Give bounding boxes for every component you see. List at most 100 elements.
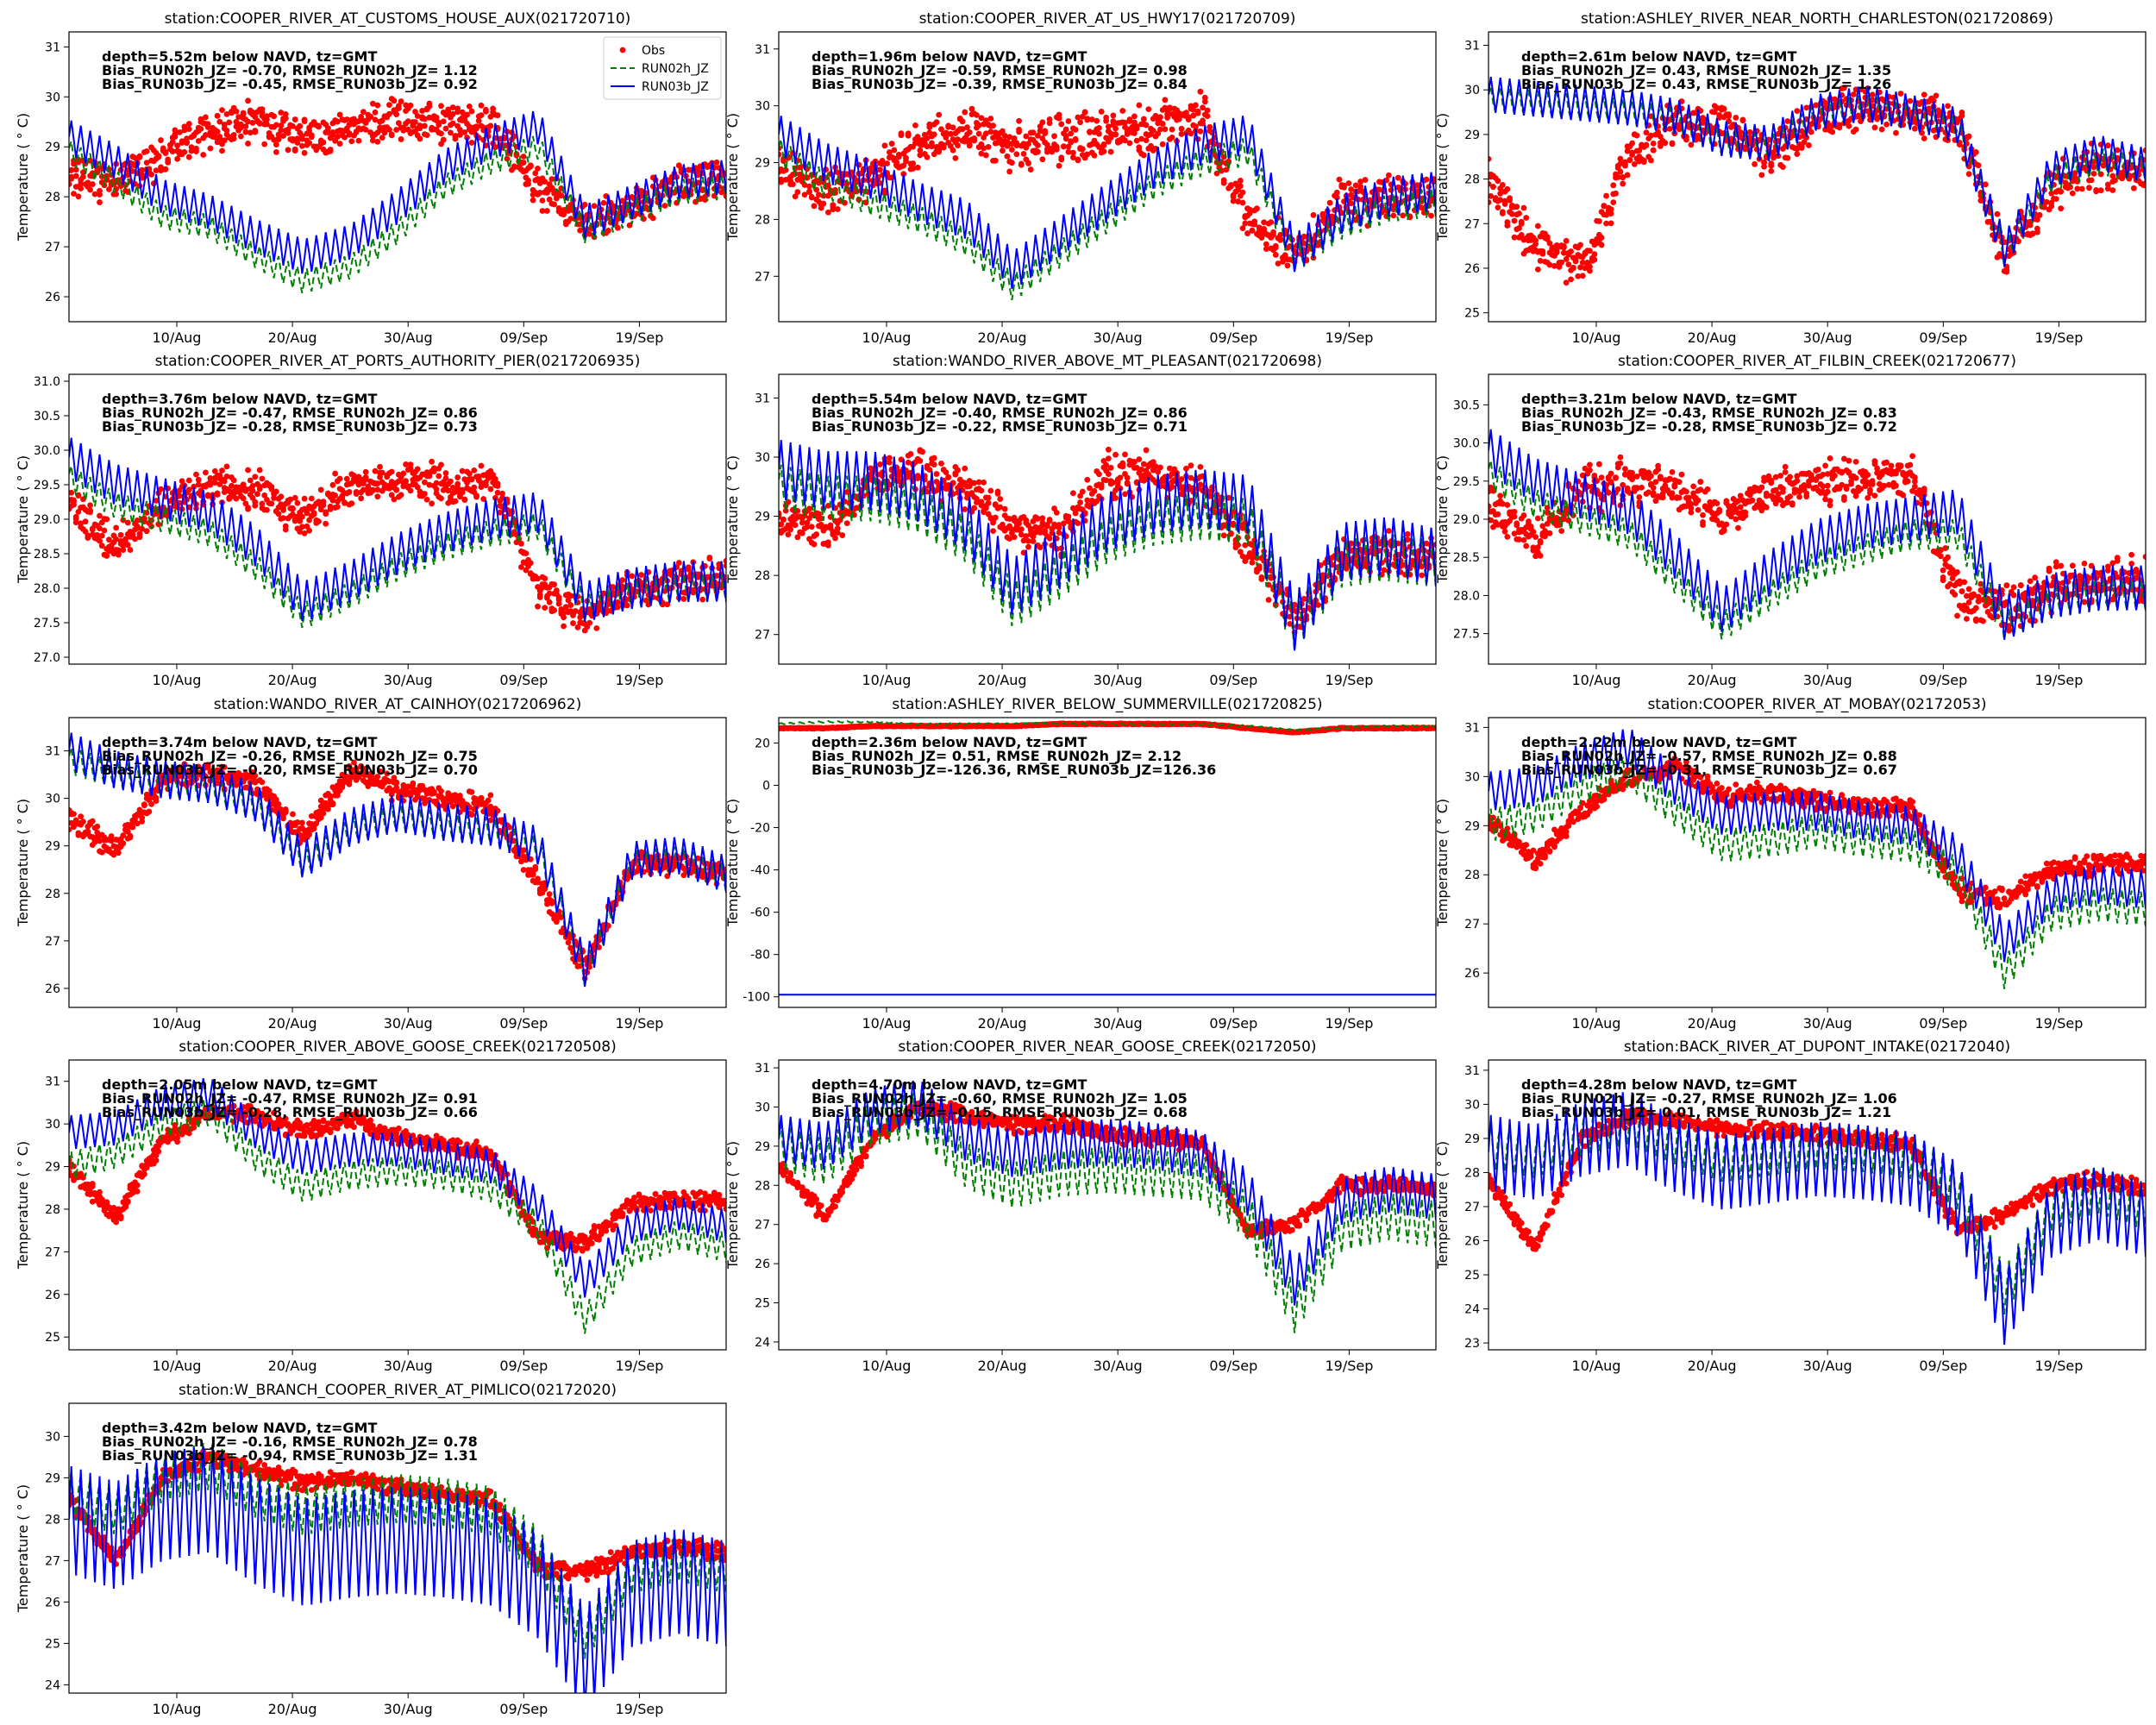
- obs-point: [1091, 488, 1098, 494]
- obs-point: [358, 495, 365, 502]
- y-tick-label: 27.0: [34, 651, 60, 665]
- obs-point: [990, 122, 996, 129]
- obs-point: [1542, 528, 1548, 534]
- obs-point: [1761, 163, 1767, 170]
- obs-point: [1822, 462, 1828, 469]
- obs-point: [723, 562, 726, 569]
- obs-point: [1046, 535, 1053, 542]
- obs-point: [1972, 605, 1979, 612]
- obs-point: [808, 524, 815, 530]
- obs-point: [936, 147, 943, 154]
- obs-point: [1921, 135, 1927, 141]
- axes-frame: [1488, 31, 2147, 323]
- obs-point: [2112, 177, 2118, 184]
- obs-point: [172, 127, 179, 134]
- obs-point: [327, 505, 334, 512]
- obs-point: [1277, 231, 1284, 238]
- obs-point: [1787, 493, 1793, 499]
- obs-point: [551, 201, 558, 208]
- obs-point: [1133, 123, 1140, 129]
- obs-point: [1197, 481, 1204, 488]
- stats-line: Bias_RUN02h_JZ= -0.40, RMSE_RUN02h_JZ= 0…: [812, 405, 1188, 421]
- obs-point: [1577, 242, 1583, 248]
- obs-point: [1185, 116, 1192, 123]
- obs-point: [1188, 462, 1194, 469]
- obs-point: [1563, 279, 1570, 286]
- obs-point: [71, 191, 77, 198]
- obs-point: [813, 531, 820, 537]
- obs-point: [273, 488, 279, 495]
- obs-point: [1343, 565, 1350, 572]
- obs-point: [804, 519, 811, 526]
- obs-point: [1824, 482, 1831, 489]
- obs-point: [1758, 507, 1765, 514]
- obs-point: [1565, 261, 1572, 267]
- obs-point: [1572, 256, 1579, 263]
- obs-point: [290, 137, 296, 144]
- y-tick-label: 28: [755, 213, 770, 227]
- obs-point: [97, 191, 103, 198]
- y-tick-label: 28.5: [34, 548, 60, 561]
- obs-point: [517, 540, 524, 547]
- obs-point: [1806, 142, 1812, 148]
- obs-point: [1110, 480, 1117, 486]
- obs-point: [237, 133, 244, 140]
- obs-point: [360, 486, 367, 493]
- y-tick-label: 29.5: [34, 479, 60, 492]
- obs-point: [1874, 469, 1881, 476]
- obs-point: [487, 122, 494, 129]
- obs-point: [1563, 237, 1570, 244]
- obs-point: [379, 135, 385, 141]
- obs-point: [1242, 542, 1249, 549]
- obs-point: [211, 480, 218, 486]
- obs-point: [1820, 471, 1827, 478]
- obs-point: [184, 135, 190, 142]
- obs-point: [1595, 461, 1602, 467]
- obs-point: [1000, 128, 1006, 135]
- obs-point: [1579, 273, 1586, 279]
- obs-point: [1617, 160, 1624, 167]
- obs-point: [685, 566, 692, 573]
- obs-point: [69, 166, 75, 173]
- obs-point: [1946, 580, 1953, 587]
- obs-point: [962, 109, 968, 116]
- obs-point: [1256, 224, 1263, 231]
- obs-point: [1610, 182, 1617, 189]
- obs-point: [1056, 111, 1062, 118]
- obs-point: [1133, 464, 1140, 471]
- obs-point: [445, 106, 452, 113]
- obs-point: [72, 519, 79, 526]
- axes-frame: [778, 31, 1437, 323]
- obs-point: [374, 493, 381, 500]
- obs-point: [1848, 480, 1855, 487]
- obs-point: [492, 144, 498, 151]
- obs-point: [1166, 105, 1173, 112]
- obs-point: [492, 475, 498, 482]
- obs-point: [306, 140, 312, 147]
- obs-point: [1501, 201, 1508, 207]
- obs-point: [2034, 229, 2040, 235]
- subplot-4: station:WANDO_RIVER_ABOVE_MT_PLEASANT(02…: [724, 353, 1437, 688]
- obs-point: [1648, 473, 1654, 480]
- obs-point: [494, 489, 501, 496]
- obs-point: [955, 136, 961, 143]
- obs-point: [249, 482, 256, 489]
- obs-point: [1794, 473, 1801, 480]
- obs-point: [1869, 97, 1876, 104]
- obs-point: [304, 510, 310, 517]
- obs-point: [1697, 486, 1704, 493]
- obs-point: [323, 520, 329, 527]
- obs-point: [320, 499, 327, 505]
- obs-point: [280, 133, 286, 139]
- obs-point: [1806, 482, 1812, 489]
- obs-point: [317, 486, 324, 493]
- obs-point: [1362, 177, 1369, 183]
- obs-point: [1534, 544, 1541, 550]
- obs-point: [555, 600, 562, 607]
- obs-point: [442, 470, 449, 476]
- obs-point: [1105, 123, 1112, 130]
- obs-point: [1188, 474, 1194, 481]
- subplot-0: station:COOPER_RIVER_AT_CUSTOMS_HOUSE_AU…: [15, 10, 727, 346]
- obs-point: [1537, 552, 1544, 559]
- obs-point: [1310, 211, 1317, 218]
